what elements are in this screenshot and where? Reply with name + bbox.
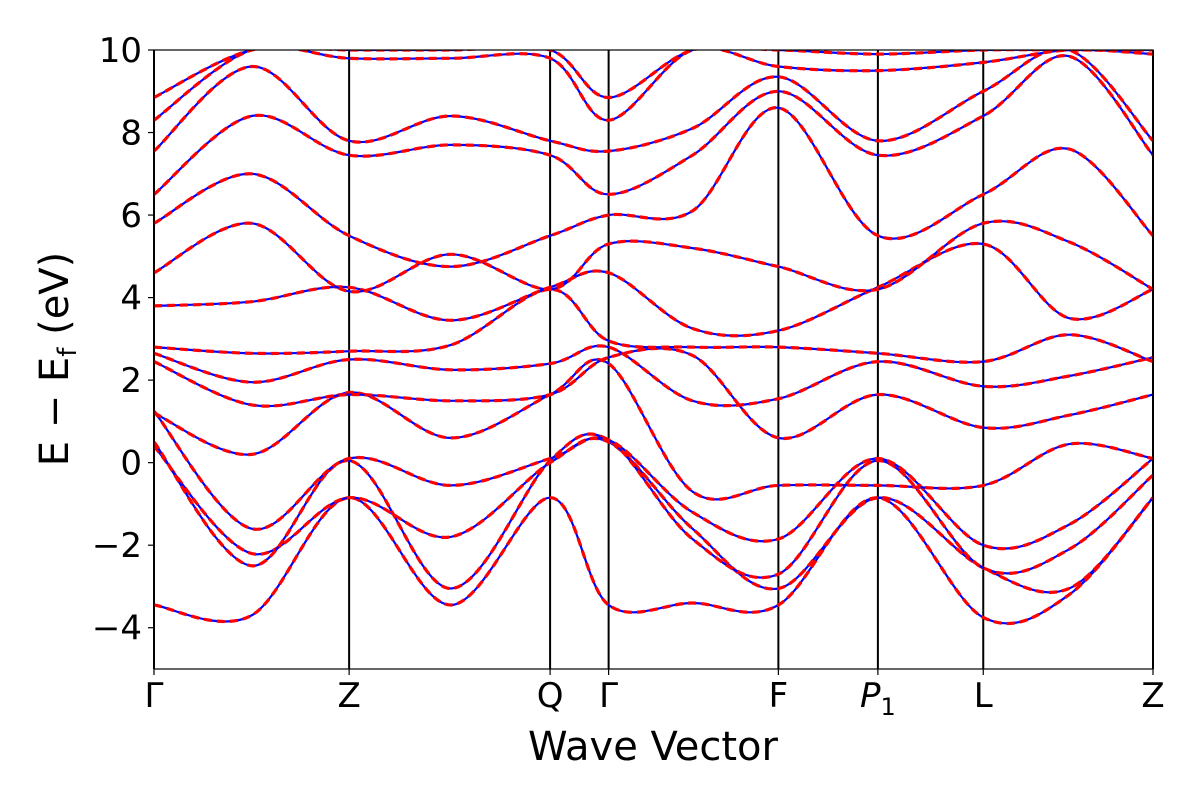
y-axis-title-sub: f [53,347,83,357]
band-line-red [154,241,1153,338]
band-line-red [154,357,1153,501]
x-tick-label: Z [1141,676,1164,716]
band-line-blue [154,347,1153,440]
band-line-red [154,344,1153,408]
y-axis-title: E − Ef (eV) [32,252,83,467]
band-line-red [154,50,1153,100]
x-tick-label: Q [537,676,564,716]
x-tick-label: Z [337,676,360,716]
x-tick-label-subscript: 1 [881,693,896,721]
band-line-red [154,50,1153,122]
band-line-red [154,346,1153,441]
y-tick-label: 8 [120,114,142,154]
band-line-red [154,50,1153,154]
band-line-blue [154,54,1153,196]
x-tick-label-text: Z [337,676,360,716]
x-tick-label: L [974,676,993,716]
x-tick-label-text: L [974,676,993,716]
band-line-red [154,219,1153,294]
band-line-red [154,106,1153,269]
x-tick-label-text: Z [1141,676,1164,716]
x-tick-label: F [769,676,789,716]
y-axis-title-unit: (eV) [32,252,78,348]
x-tick-label-text: Γ [145,676,164,716]
band-line-blue [154,242,1153,337]
band-line-red [154,436,1153,594]
band-line-red [154,496,1153,626]
plot-frame [153,49,1154,670]
band-line-blue [154,496,1153,625]
x-axis: Γ Z Q Γ F P1 L Z [145,669,1165,721]
x-axis-title: Wave Vector [528,724,779,770]
y-tick-label: 0 [120,444,142,484]
x-tick-label-text: P [860,676,881,716]
band-line-red [154,287,1153,364]
y-tick-label: 6 [120,196,142,236]
y-tick-label: 4 [120,279,142,319]
band-line-blue [154,220,1153,293]
y-tick-label: 10 [99,31,142,71]
band-line-blue [154,432,1153,590]
y-tick-label: −2 [92,526,142,566]
x-tick-label: Γ [599,676,618,716]
x-tick-label-text: Q [537,676,564,716]
y-axis-title-main: E − E [32,357,78,467]
band-line-blue [154,50,1153,122]
band-line-red [154,54,1153,197]
band-line-red [154,410,1153,551]
band-line-blue [154,437,1153,594]
y-tick-label: 2 [120,361,142,401]
x-tick-label: Γ [145,676,164,716]
high-symmetry-lines [153,50,1154,669]
x-tick-label-text: F [769,676,789,716]
band-line-red [154,432,1153,591]
y-tick-label: −4 [92,609,142,649]
x-tick-label-text: Γ [599,676,618,716]
band-line-blue [154,288,1153,364]
x-tick-label: P1 [860,676,896,721]
y-axis: −4 −2 0 2 4 6 8 10 [92,31,154,649]
bands [154,50,1153,626]
